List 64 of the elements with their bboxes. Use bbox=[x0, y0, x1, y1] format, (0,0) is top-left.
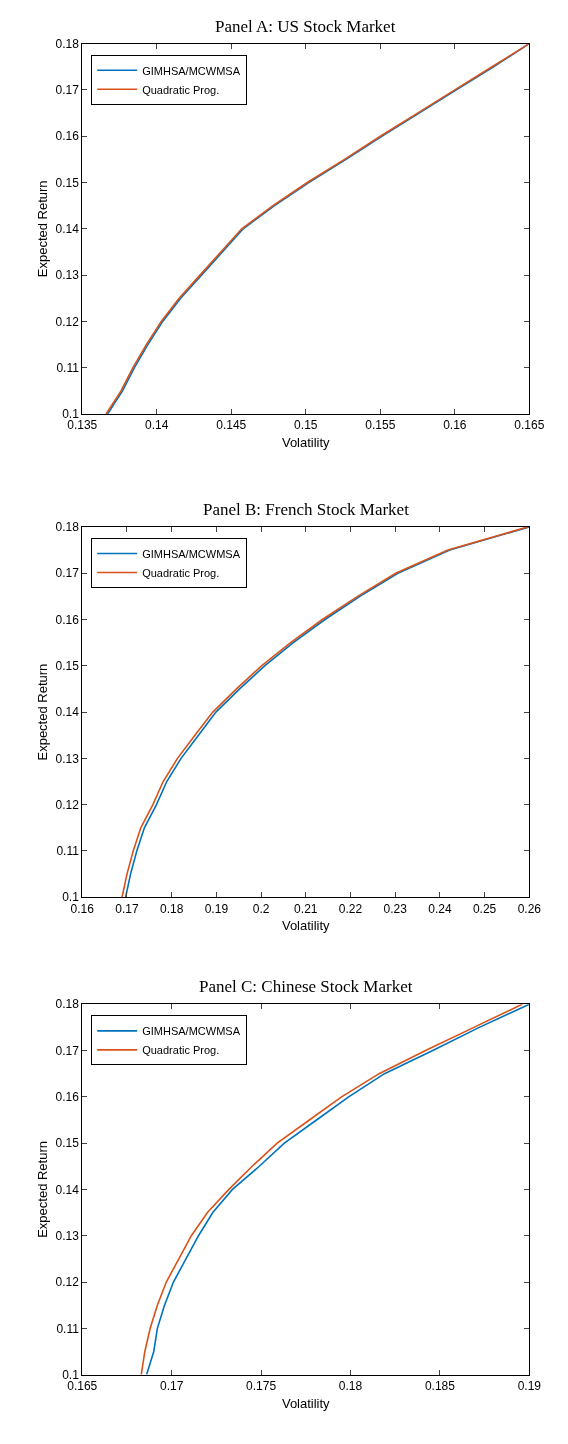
y-tick-label: 0.12 bbox=[55, 314, 80, 329]
y-tick-label: 0.16 bbox=[55, 129, 80, 144]
x-tick-label: 0.19 bbox=[204, 901, 229, 916]
y-tick-label: 0.11 bbox=[56, 360, 80, 375]
y-tick-label: 0.17 bbox=[55, 1043, 80, 1058]
legend-label: GIMHSA/MCWMSA bbox=[142, 1025, 241, 1038]
legend-label: GIMHSA/MCWMSA bbox=[142, 64, 241, 77]
y-tick-label: 0.11 bbox=[56, 844, 80, 859]
x-tick-label: 0.14 bbox=[145, 418, 169, 433]
y-axis-title: Expected Return bbox=[35, 1141, 51, 1238]
y-tick-label: 0.15 bbox=[55, 659, 80, 673]
x-tick-label: 0.19 bbox=[517, 1379, 542, 1394]
x-tick-label: 0.15 bbox=[294, 418, 318, 433]
x-tick-label: 0.145 bbox=[216, 418, 247, 433]
y-tick-label: 0.14 bbox=[55, 1182, 80, 1197]
x-tick-label: 0.165 bbox=[514, 418, 545, 433]
x-tick-label: 0.165 bbox=[67, 1379, 98, 1394]
chart-title: Panel C: Chinese Stock Market bbox=[199, 977, 413, 996]
x-tick-label: 0.18 bbox=[338, 1379, 363, 1394]
y-tick-label: 0.18 bbox=[55, 36, 80, 51]
x-tick-label: 0.23 bbox=[383, 901, 408, 916]
y-tick-label: 0.1 bbox=[62, 1367, 80, 1382]
x-tick-label: 0.135 bbox=[67, 418, 98, 433]
y-tick-label: 0.13 bbox=[55, 1228, 80, 1243]
legend-label: Quadratic Prog. bbox=[142, 1044, 220, 1057]
x-tick-label: 0.18 bbox=[159, 901, 184, 916]
y-tick-label: 0.1 bbox=[62, 890, 80, 905]
y-tick-label: 0.14 bbox=[55, 222, 80, 237]
x-tick-label: 0.26 bbox=[517, 901, 542, 916]
legend-label: Quadratic Prog. bbox=[142, 83, 220, 96]
y-tick-label: 0.17 bbox=[55, 566, 80, 581]
y-tick-label: 0.13 bbox=[55, 751, 80, 766]
y-tick-label: 0.16 bbox=[55, 612, 80, 627]
x-tick-label: 0.22 bbox=[338, 901, 363, 916]
legend-label: GIMHSA/MCWMSA bbox=[142, 547, 241, 560]
x-tick-label: 0.155 bbox=[365, 418, 396, 433]
x-tick-label: 0.25 bbox=[472, 901, 497, 916]
x-tick-label: 0.16 bbox=[443, 418, 467, 433]
x-axis-title: Volatility bbox=[281, 1395, 331, 1411]
y-tick-label: 0.18 bbox=[55, 520, 80, 535]
x-tick-label: 0.17 bbox=[115, 901, 139, 916]
y-tick-label: 0.18 bbox=[55, 997, 80, 1012]
x-axis-title: Volatility bbox=[281, 435, 331, 451]
x-tick-label: 0.24 bbox=[428, 901, 452, 916]
y-tick-label: 0.13 bbox=[55, 268, 80, 283]
x-axis-title: Volatility bbox=[281, 918, 331, 934]
y-tick-label: 0.12 bbox=[55, 1275, 80, 1290]
y-tick-label: 0.16 bbox=[55, 1090, 80, 1105]
chart-title: Panel B: French Stock Market bbox=[203, 500, 410, 519]
y-tick-label: 0.17 bbox=[55, 83, 80, 98]
y-tick-label: 0.15 bbox=[55, 1136, 80, 1151]
y-tick-label: 0.11 bbox=[56, 1321, 80, 1336]
chart-title: Panel A: US Stock Market bbox=[215, 17, 396, 36]
x-tick-label: 0.2 bbox=[252, 901, 270, 916]
y-axis-title: Expected Return bbox=[35, 180, 51, 278]
x-tick-label: 0.185 bbox=[424, 1379, 456, 1394]
legend-label: Quadratic Prog. bbox=[142, 566, 220, 579]
y-tick-label: 0.14 bbox=[55, 705, 80, 720]
x-tick-label: 0.175 bbox=[246, 1379, 277, 1394]
y-tick-label: 0.15 bbox=[55, 175, 80, 190]
x-tick-label: 0.17 bbox=[159, 1379, 184, 1394]
x-tick-label: 0.21 bbox=[294, 901, 318, 916]
y-tick-label: 0.12 bbox=[55, 797, 80, 812]
y-axis-title: Expected Return bbox=[35, 663, 51, 761]
